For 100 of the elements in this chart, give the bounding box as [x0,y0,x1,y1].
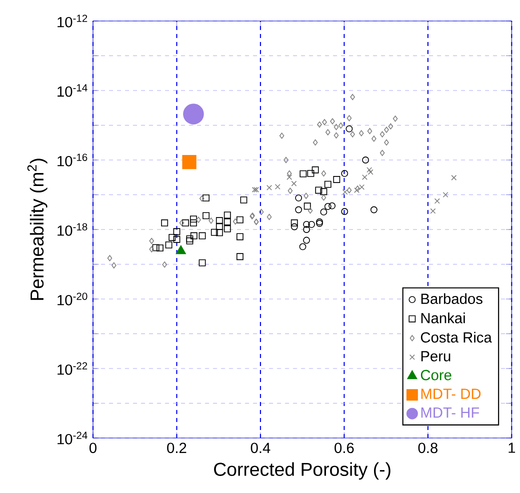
point [358,130,364,136]
x-tick-label: 1 [508,442,516,453]
point [346,115,352,122]
legend-label: MDT- HF [421,408,480,418]
point [434,198,440,204]
point [161,219,168,226]
point [359,184,365,190]
point [315,186,322,194]
point [112,262,116,268]
x-tick-label: 0.6 [334,442,354,454]
point [173,236,180,243]
point [333,176,340,183]
point [190,232,198,240]
point [156,244,164,252]
point [240,196,248,204]
point [183,104,204,124]
point [165,241,172,248]
legend-label: Core [420,370,452,380]
point [168,234,176,241]
point [367,128,372,134]
point [236,233,244,240]
point [224,225,231,232]
y-tick-label: 10$^{-22}$ [58,362,88,375]
point [290,223,298,230]
point [182,155,196,170]
point [334,132,339,138]
legend-label: Costa Rica [420,332,492,343]
point [303,236,310,244]
point [341,170,348,177]
x-tick-label: 0.8 [418,442,438,454]
y-tick-label: 10$^{-24}$ [58,432,88,444]
point [279,132,284,139]
point [186,237,194,244]
point [384,126,389,133]
point [210,228,218,236]
point [338,122,344,129]
point [198,232,206,240]
point [341,208,348,215]
point [290,219,298,226]
y-tick-label: 10$^{-16}$ [58,154,88,166]
point [430,208,436,214]
point [224,212,231,219]
point [320,188,328,196]
point [312,139,318,146]
point [152,244,160,252]
point [324,203,332,210]
point [149,238,154,244]
point [320,208,328,216]
point [208,218,214,224]
y-tick-label: 10$^{-14}$ [58,84,88,97]
point [346,125,353,132]
point [350,131,355,138]
point [254,186,260,192]
point [224,218,231,226]
point [186,235,194,242]
point [324,180,332,188]
point [190,219,197,226]
point [286,170,292,177]
point [342,189,348,195]
point [196,216,201,223]
point [372,136,376,142]
x-tick-label: 0.4 [250,442,270,454]
point [388,123,394,130]
point [202,212,210,220]
point [451,174,457,180]
point [199,195,204,202]
legend-label: Peru [421,351,450,362]
point [362,156,370,164]
point [162,262,167,268]
y-axis-title: Permeability (m$^{2}$) [27,158,48,300]
point [362,174,368,180]
legend-label: Nankai [421,312,465,324]
point [107,255,112,262]
point [346,187,352,194]
point [295,194,302,202]
legend-label: Barbados [421,293,482,304]
point [190,216,197,223]
x-axis-title: Corrected Porosity (-) [214,462,390,480]
point [380,150,385,156]
point [380,131,385,138]
point [322,119,327,126]
point [392,116,398,122]
x-tick-label: 0.2 [167,442,186,454]
point [325,129,330,136]
point [179,220,184,226]
point [232,218,238,225]
point [321,170,326,177]
point [312,166,319,174]
point [236,216,244,224]
point [202,194,210,202]
point [350,94,355,100]
point [266,214,272,220]
point [286,174,292,180]
point [334,124,339,130]
point [308,220,316,228]
point [303,220,310,228]
y-tick-label: 10$^{-18}$ [58,223,88,236]
point [252,186,258,192]
point [299,243,306,250]
point [216,217,223,224]
